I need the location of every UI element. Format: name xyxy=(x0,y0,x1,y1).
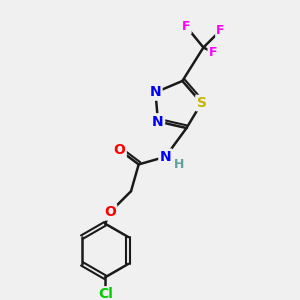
Text: S: S xyxy=(196,96,206,110)
Text: N: N xyxy=(152,115,164,128)
Text: N: N xyxy=(150,85,161,99)
Text: O: O xyxy=(104,205,116,219)
Text: Cl: Cl xyxy=(98,287,112,300)
Text: F: F xyxy=(209,46,217,59)
Text: F: F xyxy=(216,24,225,37)
Text: F: F xyxy=(182,20,190,33)
Text: H: H xyxy=(174,158,184,171)
Text: O: O xyxy=(114,143,125,157)
Text: N: N xyxy=(160,150,171,164)
